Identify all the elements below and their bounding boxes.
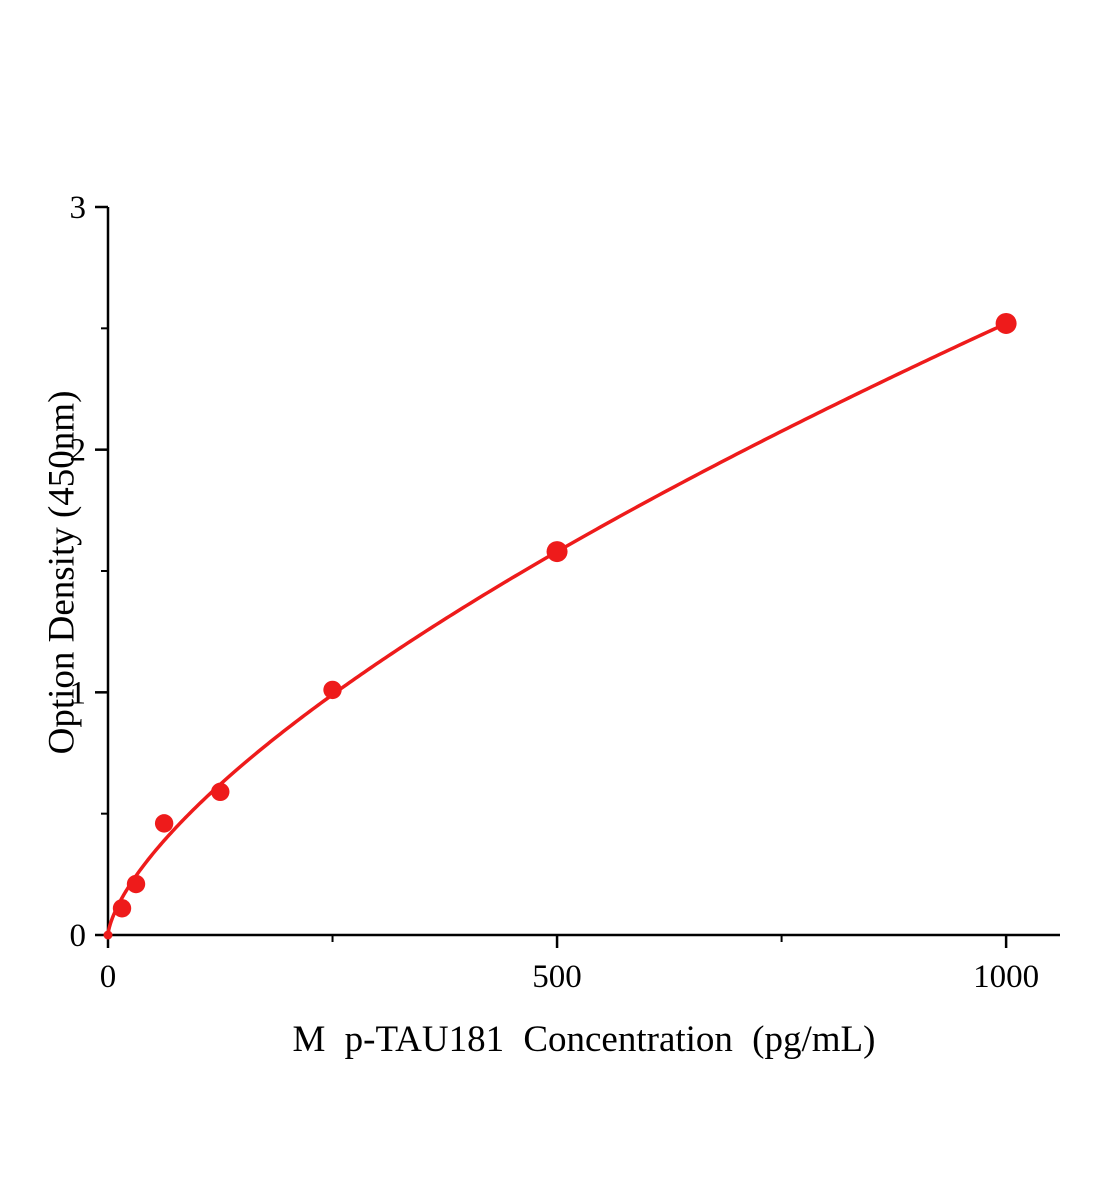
y-tick-label: 0: [70, 918, 87, 954]
data-point: [995, 312, 1017, 334]
x-tick-label: 500: [532, 959, 582, 995]
y-tick-label: 1: [70, 675, 87, 711]
fitted-curve: [106, 321, 1008, 937]
y-tick-label: 3: [70, 190, 87, 226]
x-axis-title: M p-TAU181 Concentration (pg/mL): [292, 1019, 876, 1060]
data-point: [323, 680, 342, 700]
x-tick-label: 0: [100, 959, 117, 995]
y-axis-title: Option Density (450nm): [41, 390, 83, 755]
y-tick-label: 2: [70, 433, 87, 469]
data-point: [126, 874, 146, 894]
data-point: [546, 541, 568, 563]
data-point: [112, 899, 132, 918]
data-point: [103, 930, 113, 940]
data-point: [211, 782, 230, 802]
x-tick-label: 1000: [973, 959, 1039, 995]
data-point: [154, 814, 174, 833]
